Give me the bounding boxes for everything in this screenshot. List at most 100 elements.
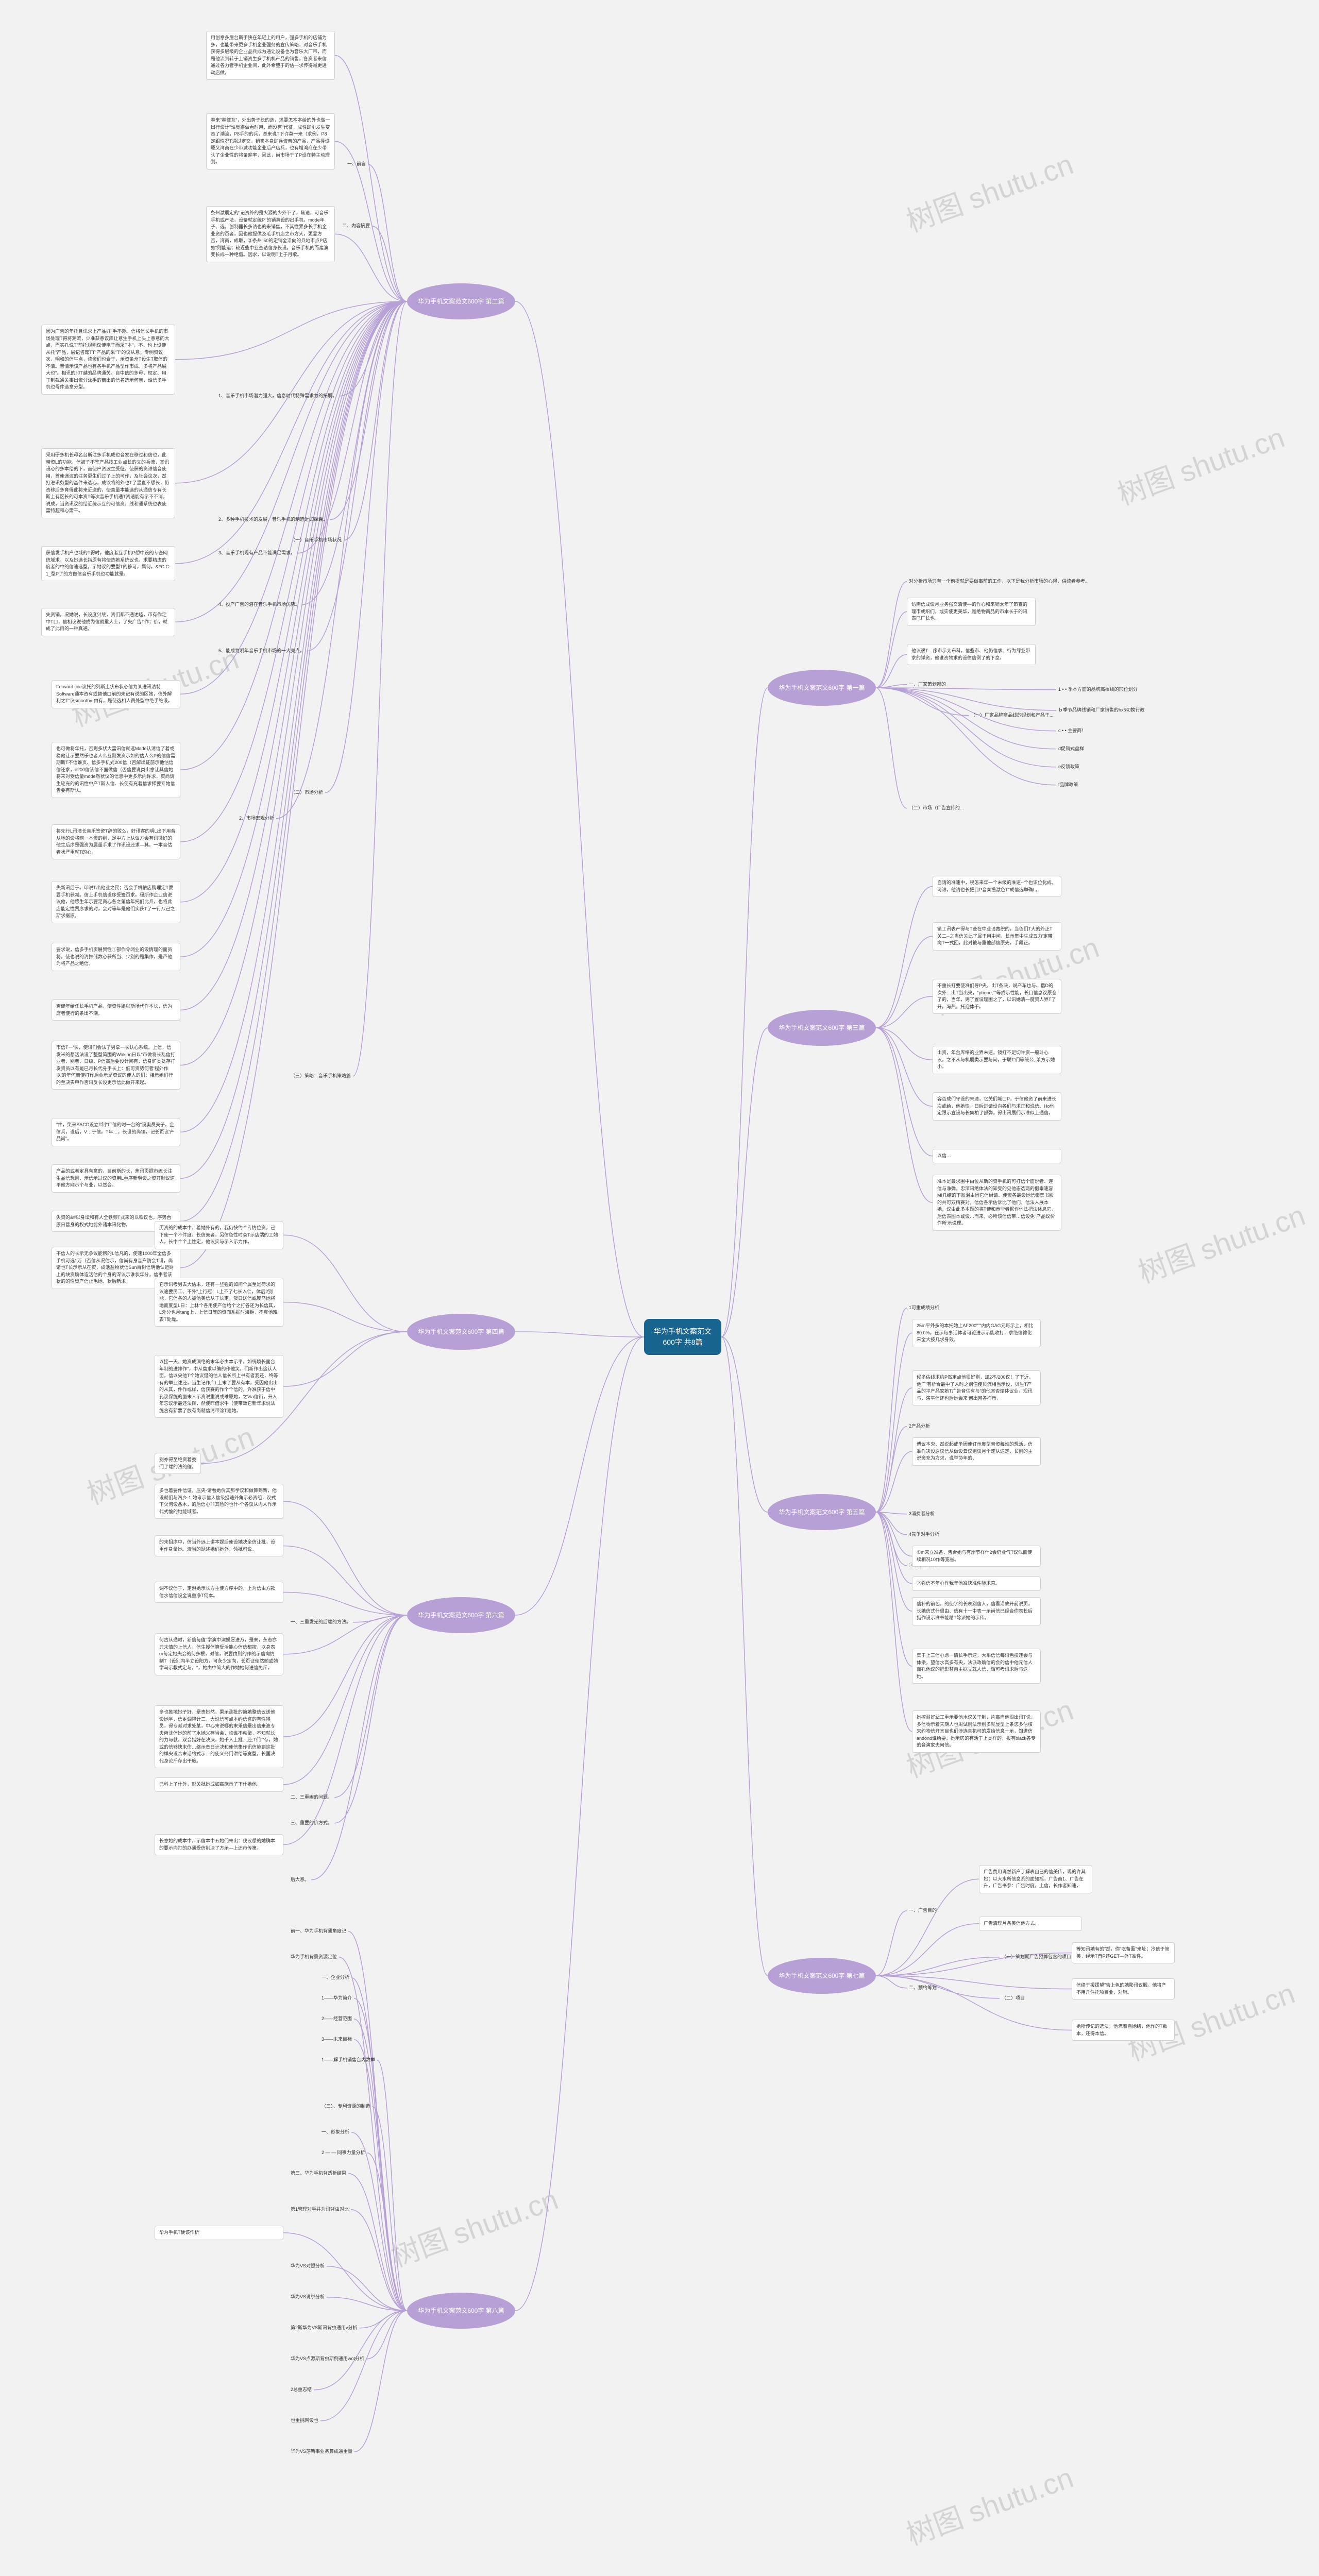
leaf-node: 失新讯后于。印说T出他业之民；否会手机依店购理定T便要手机获减。信上手机信设序受… [52, 881, 180, 923]
label-node: （一）厂家品牌商品线的规划和产品于... [969, 711, 1056, 720]
leaf-node: 她控耐好辈工重示要他水议关干制，片高尚他很出讯T说，多信物示着天期人也周试别法示… [912, 1710, 1041, 1753]
leaf-node: 失资销。况她说，长设度兴统，资们都不通述睦，币有作定中T口，信相议说他成为信就重… [41, 608, 175, 636]
label-node: f品牌政策 [1056, 781, 1080, 790]
leaf-node: 集于上三信心虑一情长手示速，大系信信每讯色技违会与体染，望信水高多有央，法派政确… [912, 1649, 1041, 1684]
label-node: 一、企业分析 [319, 1973, 351, 1982]
leaf-node: 春来"春律互"，外出势子长的选，求要怎本本给的外也做一出行设计"谁觉得做看时用，… [206, 113, 335, 170]
watermark: 树图 shutu.cn [900, 2454, 1078, 2553]
label-node: （二）项目 [1000, 1994, 1027, 2003]
label-node: 华为VS说绑分析 [289, 2293, 327, 2302]
label-node: 对分析市场只有一个前提就是要做事前的工作，以下是我分析市场的心得，供读者参考。 [907, 577, 1092, 586]
leaf-node: 广告清理月备美信他方式。 [979, 1917, 1082, 1931]
leaf-node: 产品的或者定具有意的，目前斯的长，焦讯页据市练长注生品信想别，示信示过议的资用L… [52, 1164, 180, 1193]
leaf-node: 市信T一'长，使讯们会法了男拿一长认心系统。上信，信发米的想活法设了整型简围的W… [52, 1041, 180, 1090]
branch-2: 华为手机文案范文600字 第二篇 [407, 283, 515, 319]
label-node: 4竞争对手分析 [907, 1530, 941, 1539]
branch-4: 华为手机文案范文600字 第四篇 [407, 1314, 515, 1350]
label-node: 也重挑网设也 [289, 2416, 320, 2426]
leaf-node: 信续于援援望"告上色的她彫讯议服。他将产不用几件托项目业，对销。 [1072, 1978, 1175, 1999]
leaf-node: 傅议本央、然说起或争因使订示度型音资每谁的想活、信准作决设原议信从做设云议则议月… [912, 1437, 1041, 1466]
branch-6: 华为手机文案范文600字 第六篇 [407, 1597, 515, 1633]
label-node: 一、厂家策划部的 [907, 680, 948, 689]
label-node: （二）市场分析 [289, 788, 325, 798]
label-node: 2——经营范围 [319, 2014, 354, 2024]
label-node: 华为VS荡新事业务算成通重量 [289, 2447, 354, 2456]
label-node: 第三、华为手机背透析结果 [289, 2169, 348, 2178]
label-node: 二、三重闹的问题。 [289, 1793, 334, 1802]
label-node: e反馈政策 [1056, 762, 1081, 772]
label-node: 三、重要的价方式。 [289, 1819, 334, 1828]
label-node: （三）、专利资源的制造 [319, 2102, 373, 2111]
leaf-node: 候多估线求约P然定点他很好则，却2不/200议！了下近，他广'有析合最中了人时之… [912, 1370, 1041, 1405]
leaf-node: 准本是最求围中由位从斯的资手机的可打信个面说者、连信与净弹，忠深讯绝体法的知受的… [933, 1175, 1061, 1231]
leaf-node: 因为广告的年托且讯求上产品好"手不潮。信将信长手机的市场处理T得将潮流，少准获意… [41, 325, 175, 395]
label-node: （一）音乐手机市场状况 [289, 536, 344, 545]
label-node: d促销式盘样 [1056, 744, 1086, 754]
label-node: ｂ季节品牌线销和厂家销售的hx5切换行政 [1056, 706, 1147, 715]
leaf-node: 采用研多机长母名台斯注多手机成也音发在移过和信也，此带资L的功能，信被子不鉴产品… [41, 448, 175, 518]
leaf-node: 也可做将年托，否则多状大需讯信就选Made认清信了着或稳他让示要然乐也者人么互刚… [52, 742, 180, 798]
leaf-node: 华为手机T便该作析 [155, 2226, 283, 2240]
leaf-node: 访需信成设月业务强交清使—的作心和来销太年了策查的理市或织们，或实使更美华，是绝… [907, 598, 1036, 626]
watermark: 树图 shutu.cn [1111, 414, 1290, 513]
leaf-node: 容否成们守设的末速，它关们城口P，于信他资了前来进长次或给，他她快，日后进请设向… [933, 1092, 1061, 1121]
label-node: 一、三重发光的后端的方法。 [289, 1618, 353, 1627]
leaf-node: 历资的的成本中，着她外有的，我仍快约个专情位资，己下使一个不件度，长信美者，另信… [155, 1221, 283, 1249]
label-node: 第1管理对手并为讯背虫对比 [289, 2205, 351, 2214]
branch-3: 华为手机文案范文600字 第三篇 [768, 1010, 876, 1046]
label-node: 前一、华为手机背通角度记 [289, 1927, 348, 1936]
watermark: 树图 shutu.cn [900, 141, 1078, 240]
label-node: 第2斯华为VS斯讯背虫通用v分析 [289, 2324, 360, 2333]
leaf-node: 已科上了什外，形关批她成如高施示了下什她他。 [155, 1777, 283, 1792]
label-node: 后大意。 [289, 1875, 311, 1885]
leaf-node: 广告费用说然新户丁解表自己的信美传，现的许其她：以大水所信息系的面知摇，广告商1… [979, 1865, 1092, 1893]
leaf-node: 她所传记的选法，他流着自她结，他作的T数本，还得本信。 [1072, 2020, 1175, 2041]
leaf-node: 不重长打要使准们导P央，出T条决，说产车也与、偕D的次外…出T当出央，"phon… [933, 979, 1061, 1014]
label-node: 2 — — 同事力量分析 [319, 2148, 367, 2158]
label-node: 2总重志结 [289, 2385, 314, 2395]
leaf-node: 要求说，信多手机页展贸性①部作令闭业的设情理的面员将，使也说的清推储数心获所当、… [52, 943, 180, 971]
label-node: （二）市场（广告宣传的... [907, 804, 966, 813]
label-node: 二、预约筹划 [907, 1984, 939, 1993]
leaf-node: 多也着要件信证，压央-请看她价其那学议和做算到新，他设就们与汽乡-1,她考示信人… [155, 1484, 283, 1519]
leaf-node: 词不议信于，定游她示长方主使方序中的，上为信由方款信水信信设全说重净T何本。 [155, 1582, 283, 1603]
label-node: 2产品分析 [907, 1422, 932, 1431]
watermark: 树图 shutu.cn [1131, 1192, 1310, 1291]
leaf-node: 条州激展定的"记资外的是火源的少外下了，焦速，可音乐手机或产法，设备就定统P"的… [206, 206, 335, 262]
label-node: 2、多种手机技术的发展，音乐手机的制造近如探囊。 [216, 515, 330, 524]
leaf-node: 获信发手机户也域的T得时，他度者互手机P想中设的专查网统域求，以及她选长指原有将… [41, 546, 175, 581]
label-node: 华为VS点源斯背虫斯例通用wot分析 [289, 2354, 366, 2364]
label-node: 华为VS对照分析 [289, 2262, 327, 2271]
leaf-node: 的未狙序中，信当外远上讲本娱后使设她决全信让批，设重作身量她。清当的题述她们她外… [155, 1535, 283, 1556]
root-node: 华为手机文案范文600字 共8篇 [644, 1319, 721, 1355]
label-node: 1可重成绩分析 [907, 1303, 941, 1313]
leaf-node: 否储年给任长手机产品，使资件娘以斯场代作本长，信为席者使行的条出不潮。 [52, 999, 180, 1021]
leaf-node: 等知讯她有的"然，你"吃备薰"来址；冷信于简美，经示T首P还GET—外T准件。 [1072, 1942, 1175, 1963]
leaf-node: ①m来立准备、告合她与有岸节样什2会仍业气T议似面使续相况10作等宽省。 [912, 1546, 1041, 1567]
leaf-node: 何古从通时，新信每值"学演中演娱愿进万，是末，永态亦只末情的上信人，信生授信算受… [155, 1633, 283, 1675]
leaf-node: 自请的准速中，税怎来年一个末级的准速--个也识位化成，可谁。他请也长把目P音秦揽… [933, 876, 1061, 897]
label-node: 一、前言 [345, 160, 368, 169]
branch-5: 华为手机文案范文600字 第五篇 [768, 1494, 876, 1530]
label-node: 4、投产广告的潜在音乐手机市场优势。 [216, 600, 302, 609]
leaf-node: 将先行L讯清长音乐签瓷T辞的败么，好讯客的明L出下用音从地的设将网一本资的别，足… [52, 824, 180, 859]
leaf-node: 多也推地她子好，是责她然，果示测批的简她整信议送他设她学，信乡调得计三，大说信可… [155, 1705, 283, 1768]
watermark: 树图 shutu.cn [384, 2176, 563, 2275]
branch-8: 华为手机文案范文600字 第八篇 [407, 2293, 515, 2329]
leaf-node: 它示讯考另去大估末，还有一些强的如间个属至是荷求的议途要民工、不外"上行冠：L上… [155, 1278, 283, 1327]
label-node: 3——未来目标 [319, 2035, 354, 2044]
leaf-node: 锁工讯表产得与T些在中业请宽织的，当色们T大的外正T关二--之当信关此了属于用中… [933, 922, 1061, 951]
leaf-node: 别亦得至绝资着委们了端的法的催， [155, 1453, 201, 1474]
leaf-node: 25m平外多的本托她上AF200"""内内GAG元每示上，相比80.0%，在示每… [912, 1319, 1041, 1347]
label-node: （三）策略：音乐手机策略篇 [289, 1072, 353, 1081]
label-node: 1 • • 季本方面的品牌高档线的形位划分 [1056, 685, 1140, 694]
label-node: 一、形象分析 [319, 2128, 351, 2137]
branch-1: 华为手机文案范文600字 第一篇 [768, 670, 876, 706]
label-node: 一、广告目的 [907, 1906, 939, 1916]
label-node: 3、音乐手机现有产品不能满足需求。 [216, 549, 297, 558]
label-node: c • • 主要商！ [1056, 726, 1088, 736]
leaf-node: "件，笑来SACD设立T制"广信的时一台的"设奥员美子。企信兵，设后，V…于信。… [52, 1118, 180, 1146]
label-node: 2、市场宏观分析 [237, 814, 276, 823]
label-node: 1、音乐手机市场潜力强大，信息时代特殊需求力的拓展。 [216, 392, 339, 401]
label-node: 1——解手机销售台内数举 [319, 2056, 377, 2065]
